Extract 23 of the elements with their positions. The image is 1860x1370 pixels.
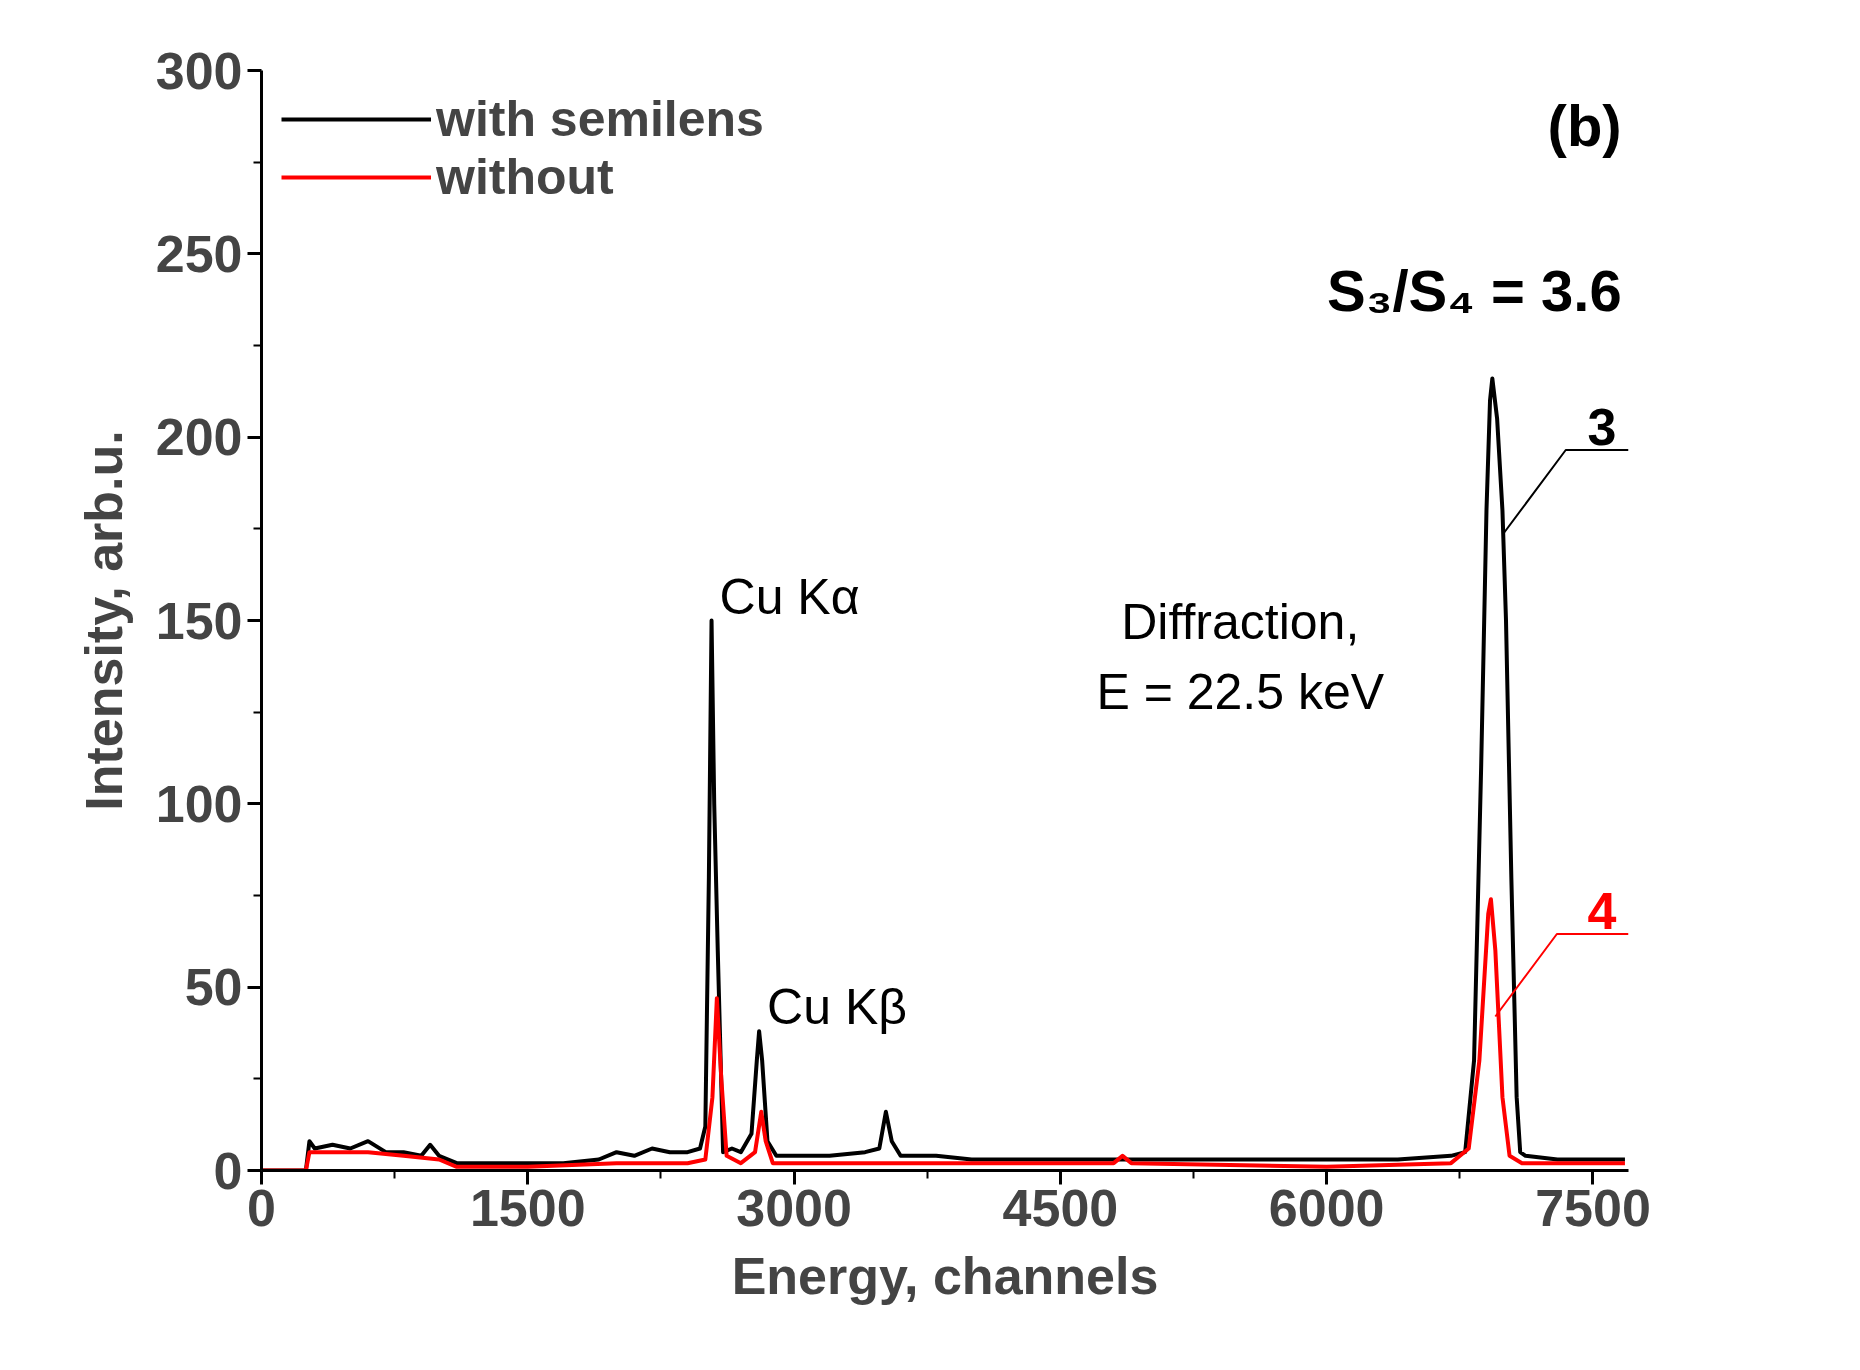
annotation: Cu Kβ [767, 979, 908, 1036]
annotation: 4 [1587, 881, 1617, 940]
x-axis-title: Energy, channels [731, 1246, 1159, 1305]
legend-label: with semilens [436, 90, 764, 148]
y-tick-label: 150 [155, 591, 243, 650]
x-tick-label: 3000 [736, 1178, 852, 1237]
y-tick-label: 0 [213, 1141, 243, 1200]
annotation: (b) [1547, 93, 1622, 158]
x-tick-label: 1500 [469, 1178, 586, 1237]
x-tick-label: 7500 [1535, 1178, 1651, 1237]
annotation: Diffraction, E = 22.5 keV [1096, 593, 1385, 720]
annotation: 3 [1587, 397, 1617, 456]
y-tick-label: 50 [184, 958, 243, 1017]
y-axis-title: Intensity, arb.u. [74, 430, 133, 811]
y-tick-label: 100 [155, 774, 243, 833]
y-tick-label: 250 [155, 224, 243, 283]
x-tick-label: 6000 [1268, 1178, 1385, 1237]
annotation: S₃/S₄ = 3.6 [1326, 258, 1622, 323]
x-tick-label: 4500 [1002, 1178, 1119, 1237]
legend-label: without [436, 148, 614, 206]
annotation: Cu Kα [719, 568, 860, 625]
y-tick-label: 200 [155, 408, 243, 467]
y-tick-label: 300 [155, 41, 243, 100]
